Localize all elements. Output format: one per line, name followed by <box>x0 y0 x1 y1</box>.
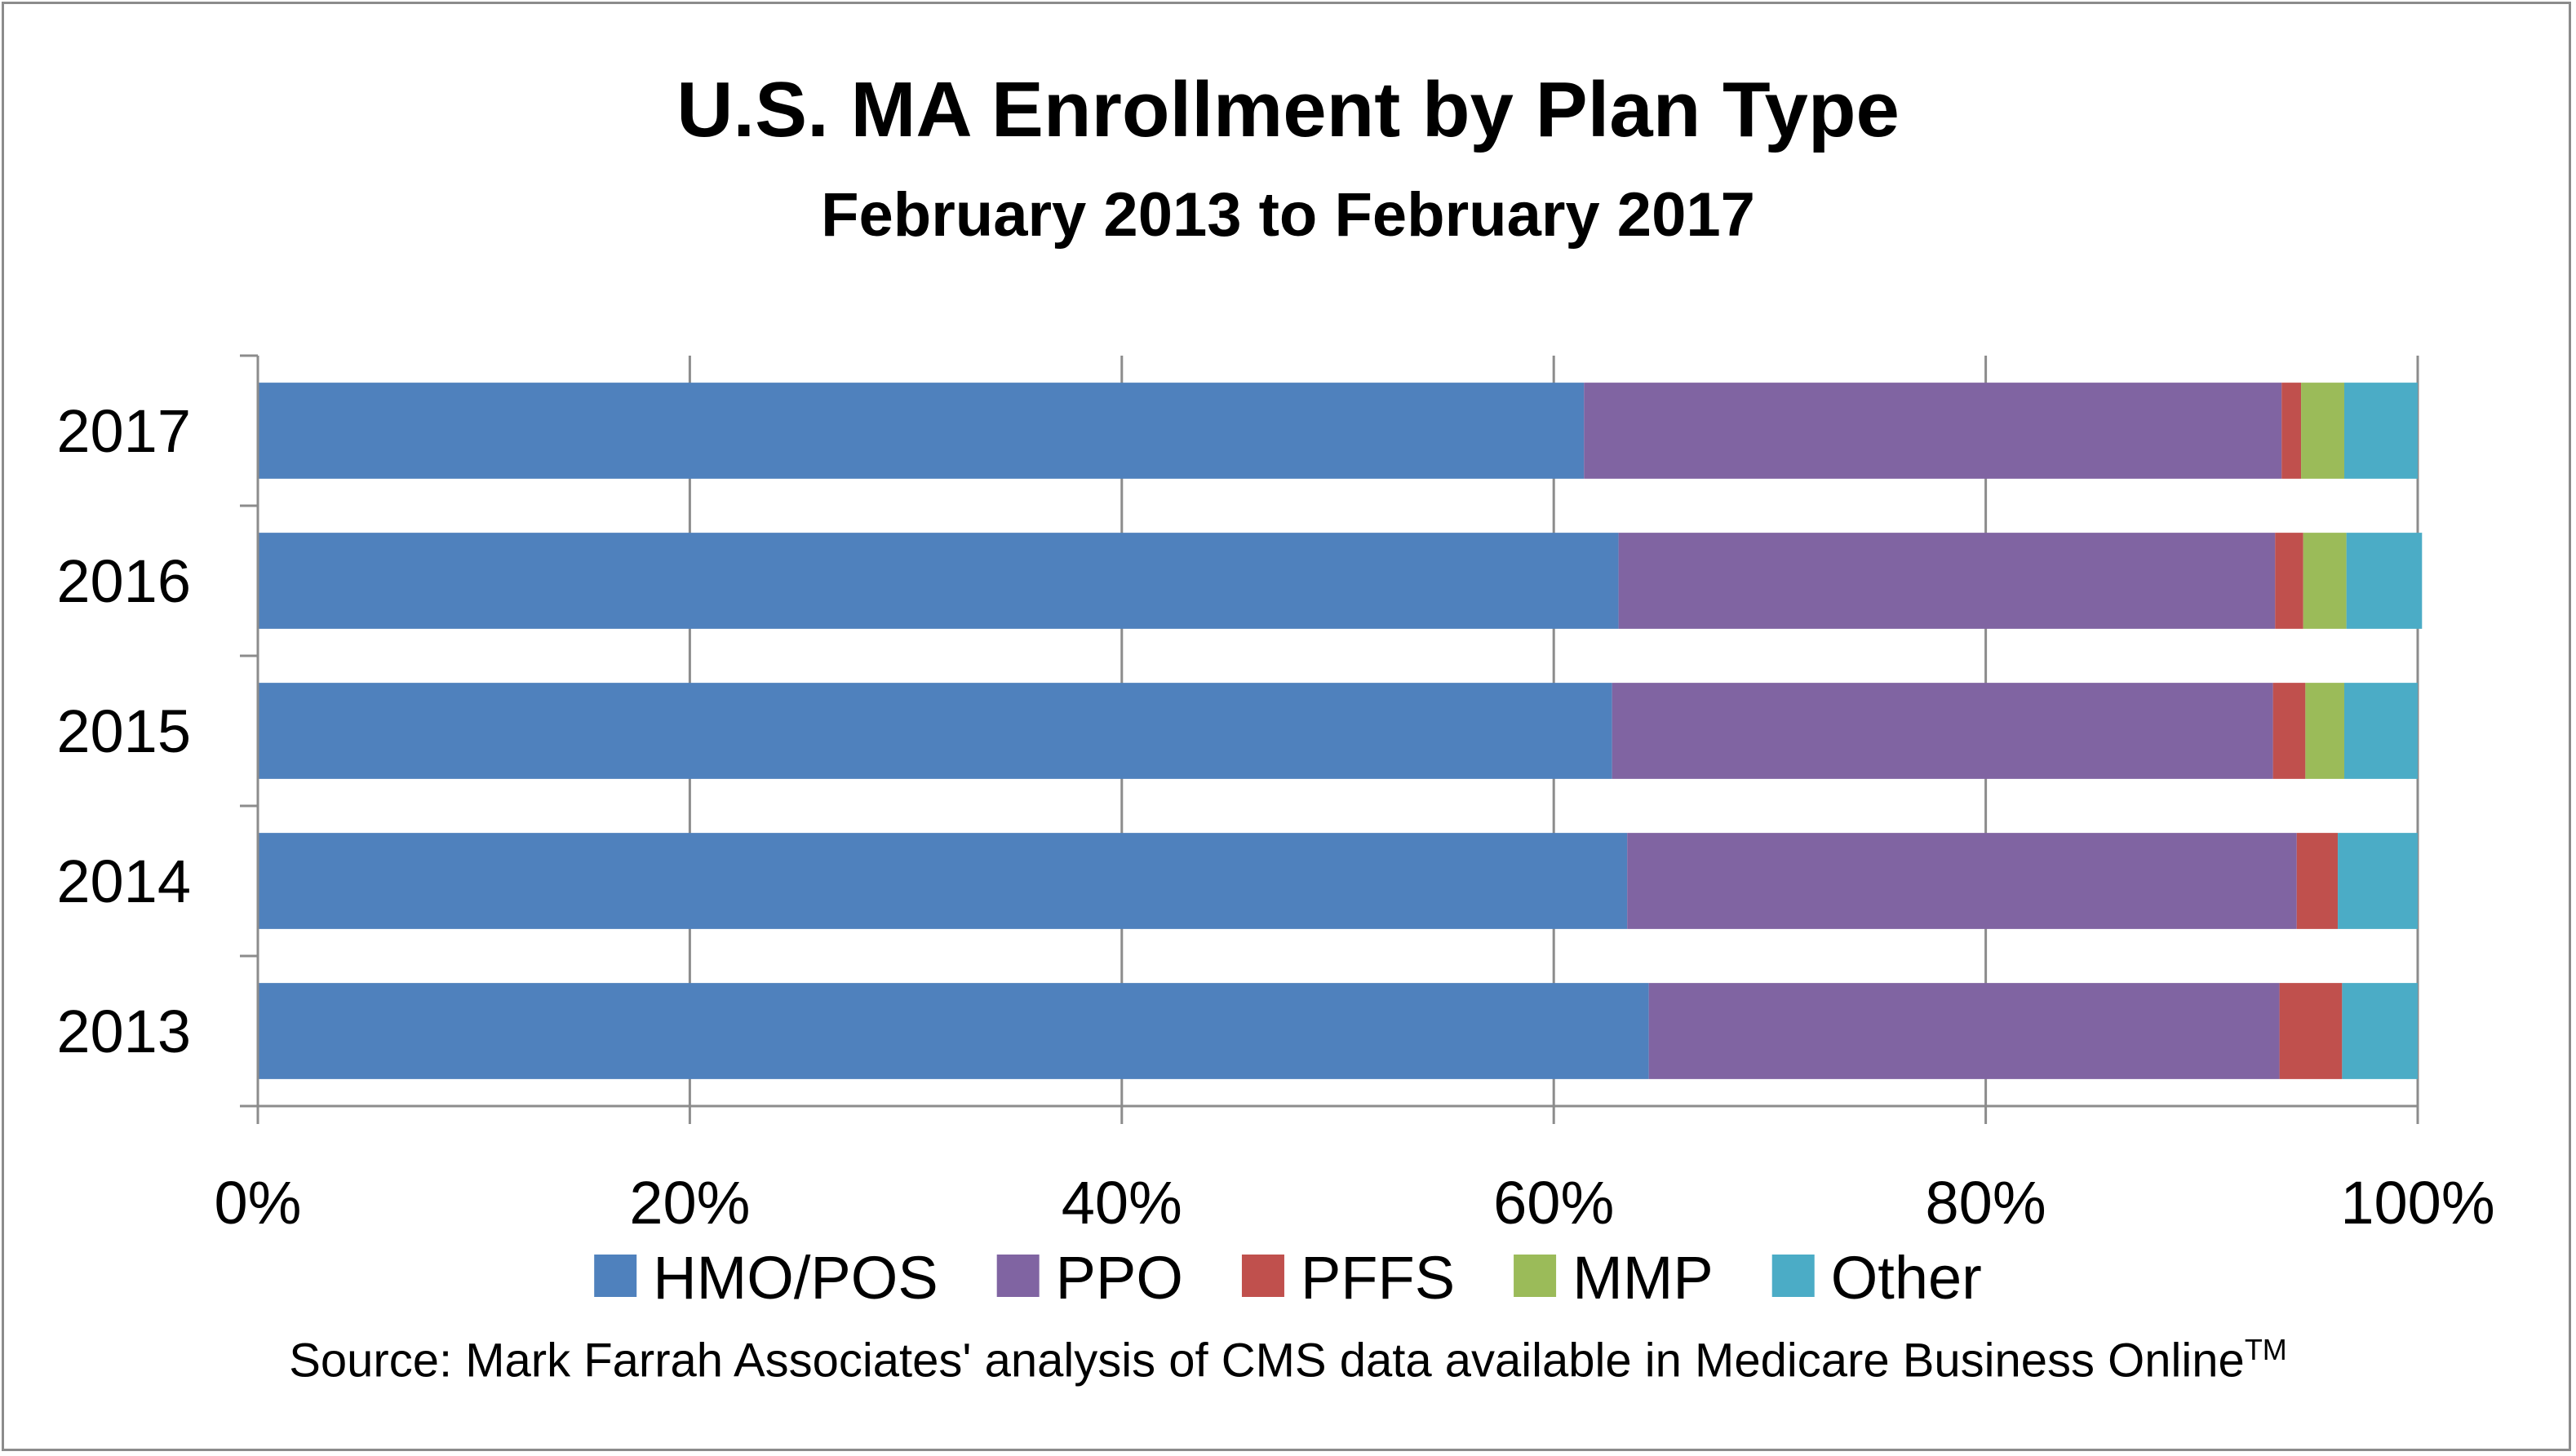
bar-segment-pffs <box>2281 383 2302 479</box>
legend-swatch-hmo-pos <box>594 1255 637 1297</box>
legend-swatch-ppo <box>996 1255 1040 1297</box>
bar-segment-other <box>2342 983 2418 1079</box>
bar-segment-hmo-pos <box>258 983 1649 1079</box>
legend-label-hmo-pos: HMO/POS <box>653 1244 938 1312</box>
x-tick-label: 100% <box>2340 1169 2494 1237</box>
bar-segment-other <box>2344 383 2418 479</box>
legend: HMO/POS PPO PFFS MMP Other <box>594 1244 1982 1312</box>
axes <box>240 354 2419 1124</box>
bar-segment-mmp <box>2305 683 2345 779</box>
x-tick-label: 20% <box>629 1169 750 1237</box>
bar-segment-ppo <box>1612 683 2273 779</box>
bar-segment-pffs <box>2296 833 2339 929</box>
source-text: Source: Mark Farrah Associates' analysis… <box>289 1334 2245 1387</box>
y-category-label: 2016 <box>56 547 191 615</box>
y-category-label: 2015 <box>56 697 191 765</box>
x-tick-label: 0% <box>215 1169 302 1237</box>
bar-segment-other <box>2346 533 2423 629</box>
bar-segment-ppo <box>1648 983 2280 1079</box>
bar-segment-hmo-pos <box>258 683 1612 779</box>
x-tick-label: 40% <box>1062 1169 1182 1237</box>
trademark-superscript: TM <box>2244 1333 2287 1366</box>
source-note: Source: Mark Farrah Associates' analysis… <box>0 1333 2576 1387</box>
bar-segment-mmp <box>2303 533 2347 629</box>
legend-swatch-other <box>1771 1255 1815 1297</box>
bar-segment-pffs <box>2275 533 2303 629</box>
bar-segment-pffs <box>2279 983 2343 1079</box>
bar-segment-ppo <box>1618 533 2276 629</box>
bar-segment-other <box>2344 683 2418 779</box>
legend-swatch-pffs <box>1241 1255 1284 1297</box>
bar-segment-hmo-pos <box>258 533 1619 629</box>
bar-segment-ppo <box>1584 383 2282 479</box>
legend-label-pffs: PFFS <box>1301 1244 1455 1312</box>
chart-title: U.S. MA Enrollment by Plan Type <box>676 66 1900 153</box>
legend-label-mmp: MMP <box>1572 1244 1714 1312</box>
axis-labels: 0% 20% 40% 60% 80% 100% 2017 2016 2015 2014 2013 <box>56 397 2494 1237</box>
x-tick-label: 60% <box>1493 1169 1614 1237</box>
y-category-label: 2013 <box>56 998 191 1065</box>
legend-label-other: Other <box>1831 1244 1982 1312</box>
bar-segment-hmo-pos <box>258 833 1628 929</box>
y-category-label: 2017 <box>56 397 191 465</box>
bar-segment-mmp <box>2301 383 2345 479</box>
bar-segment-ppo <box>1627 833 2297 929</box>
chart-subtitle: February 2013 to February 2017 <box>821 180 1755 250</box>
legend-swatch-mmp <box>1514 1255 1557 1297</box>
legend-label-ppo: PPO <box>1056 1244 1183 1312</box>
y-category-label: 2014 <box>56 847 191 915</box>
bar-segment-hmo-pos <box>258 383 1585 479</box>
bar-segment-other <box>2338 833 2418 929</box>
bar-segment-pffs <box>2272 683 2306 779</box>
bars <box>258 383 2423 1079</box>
x-tick-label: 80% <box>1926 1169 2046 1237</box>
